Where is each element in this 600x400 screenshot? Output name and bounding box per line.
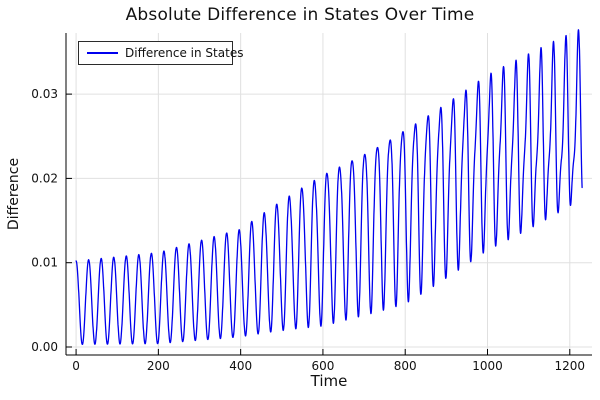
- x-tick-label: 1000: [472, 359, 503, 373]
- legend-label: Difference in States: [125, 46, 244, 60]
- y-tick-label: 0.01: [31, 256, 58, 270]
- x-tick-label: 800: [394, 359, 417, 373]
- y-tick-label: 0.03: [31, 87, 58, 101]
- y-tick-label: 0.00: [31, 340, 58, 354]
- x-tick-label: 600: [311, 359, 334, 373]
- x-tick-label: 400: [229, 359, 252, 373]
- y-axis-label: Difference: [6, 157, 22, 231]
- legend-line-sample: [87, 52, 118, 54]
- x-tick-label: 200: [147, 359, 170, 373]
- x-tick-label: 0: [72, 359, 80, 373]
- series-line-difference-in-states: [75, 29, 583, 345]
- x-axis-label: Time: [310, 372, 348, 390]
- y-tick-label: 0.02: [31, 171, 58, 185]
- legend: Difference in States: [78, 41, 243, 65]
- x-tick-label: 1200: [555, 359, 586, 373]
- chart-title: Absolute Difference in States Over Time: [125, 5, 475, 25]
